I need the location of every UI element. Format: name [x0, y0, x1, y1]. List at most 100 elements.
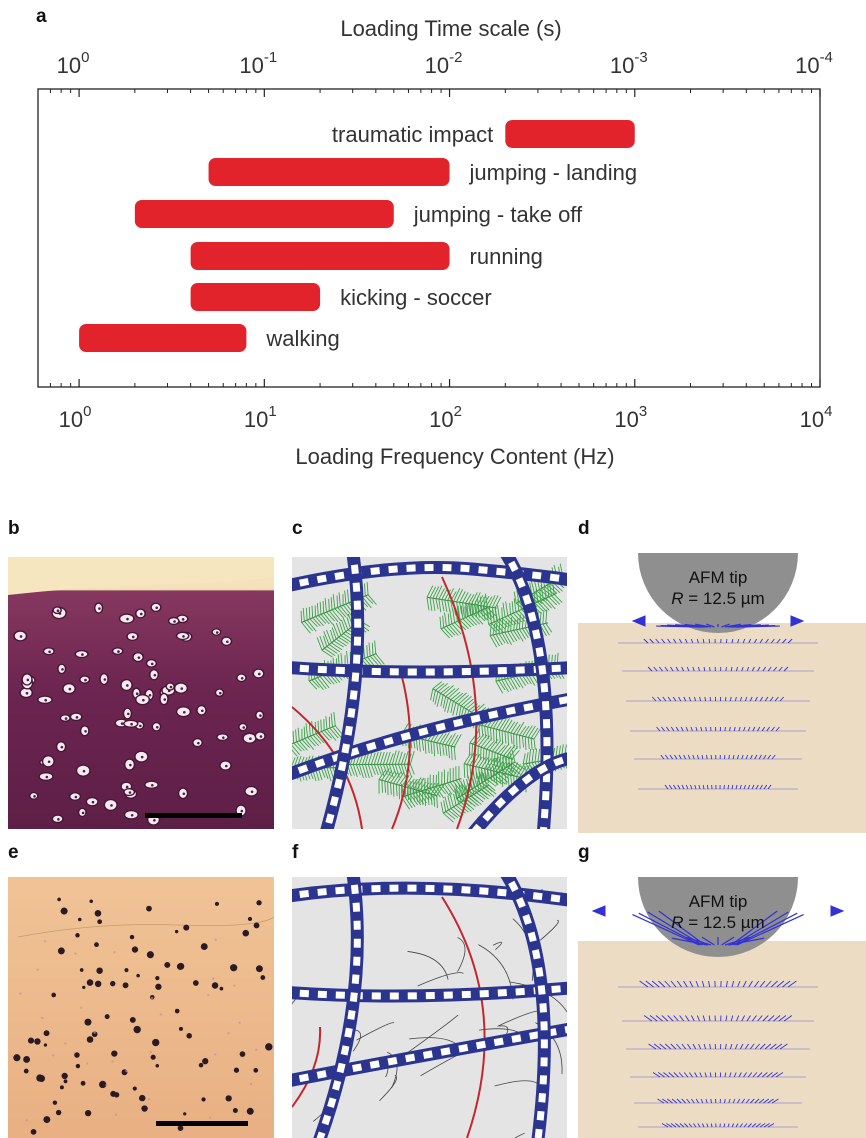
arrow-head	[631, 615, 646, 627]
chondrocyte	[164, 961, 171, 968]
thin-fibril	[497, 1010, 543, 1027]
chondrocyte	[136, 973, 140, 978]
stress-arrow	[736, 913, 804, 946]
thin-fibril	[407, 951, 449, 980]
chondrocyte	[129, 934, 135, 940]
chondrocyte	[111, 1050, 118, 1057]
substrate-d	[578, 623, 866, 833]
stress-arrow	[658, 910, 706, 946]
chondrocyte	[122, 982, 129, 989]
chondrocyte	[59, 1085, 64, 1090]
chondrocyte	[94, 980, 102, 988]
collagen-network-schematic-c	[292, 557, 567, 829]
bar-label-traumatic-impact: traumatic impact	[332, 122, 493, 147]
chondrocyte	[77, 917, 82, 922]
chondrocyte	[23, 1056, 31, 1063]
afm-indentation-d: AFM tip R = 12.5 µm	[578, 553, 866, 833]
chondrocyte	[253, 922, 260, 929]
chondrocyte	[80, 1080, 86, 1086]
afm-indentation-g: AFM tip R = 12.5 µm	[578, 877, 866, 1138]
proteoglycan	[292, 712, 345, 757]
stress-arrow	[730, 910, 778, 946]
chondrocyte	[242, 929, 250, 937]
chondrocyte	[94, 942, 99, 948]
chondrocyte	[63, 1079, 68, 1084]
scale-bar-e	[156, 1121, 248, 1126]
chondrocyte	[214, 901, 219, 906]
chondrocyte	[211, 982, 219, 989]
chondrocyte	[110, 980, 116, 987]
chondrocyte	[30, 1128, 37, 1135]
chondrocyte	[96, 967, 103, 974]
chondrocyte	[174, 929, 179, 934]
stress-arrow	[728, 937, 765, 946]
x2-tick-label: 10-3	[610, 49, 648, 78]
afm-tip-d	[638, 553, 798, 633]
chondrocyte	[55, 1109, 62, 1116]
panel-label-b: b	[8, 518, 20, 539]
stress-arrow	[735, 912, 798, 946]
chondrocyte	[84, 1018, 92, 1026]
chondrocyte	[230, 964, 238, 972]
proteoglycan	[426, 585, 502, 622]
chondrocyte	[75, 1063, 81, 1069]
x-tick-label: 102	[429, 403, 462, 432]
chondrocyte	[178, 1026, 184, 1031]
afm-schematic-g: AFM tip R = 12.5 µm	[578, 877, 866, 1138]
chondrocyte	[79, 968, 84, 972]
proteoglycan	[378, 768, 445, 809]
chondrocyte	[43, 1030, 50, 1037]
thin-fibril	[457, 937, 466, 972]
chondrocyte	[99, 1080, 107, 1089]
stress-arrow	[656, 625, 699, 628]
chondrocyte	[51, 992, 57, 998]
network-diagram-f	[292, 877, 567, 1138]
x-tick-label: 100	[59, 403, 92, 432]
afm-tip-g	[638, 877, 798, 957]
stress-arrow	[721, 936, 735, 946]
chondrocyte	[27, 1037, 35, 1044]
chondrocyte	[183, 1112, 187, 1116]
arrow-head	[790, 615, 805, 627]
chondrocyte	[43, 1043, 48, 1047]
panel-label-d: d	[578, 518, 590, 539]
chondrocyte	[89, 899, 94, 903]
chondrocyte	[155, 1064, 160, 1068]
bar-jumping-landing	[208, 158, 450, 186]
chondrocyte	[74, 1052, 80, 1058]
thin-fibril	[494, 1080, 540, 1087]
bar-label-kicking-soccer: kicking - soccer	[340, 285, 492, 310]
x2-tick-label: 10-2	[425, 49, 463, 78]
stress-arrow	[695, 623, 712, 628]
chondrocyte	[94, 909, 102, 917]
tissue-section-e	[8, 877, 274, 1138]
scale-bar-b	[145, 813, 242, 818]
thin-fibril	[379, 1075, 397, 1102]
thin-fibril	[407, 1014, 459, 1053]
stress-arrow	[671, 937, 708, 946]
tissue-section-b	[8, 557, 274, 829]
x-tick-label: 103	[614, 403, 647, 432]
proteoglycan	[475, 712, 542, 751]
x-tick-label: 101	[244, 403, 277, 432]
stress-arrow	[706, 623, 715, 628]
chondrocyte	[260, 975, 266, 980]
thin-fibril	[539, 919, 559, 941]
panel-label-a: a	[36, 6, 47, 27]
chondrocyte	[36, 1074, 44, 1082]
chondrocyte	[176, 963, 184, 970]
x2-tick-label: 10-4	[795, 49, 833, 78]
chondrocyte	[192, 980, 199, 986]
x2-tick-label: 10-1	[239, 49, 277, 78]
chondrocyte	[91, 1031, 98, 1038]
histology-image-b	[8, 557, 274, 829]
x2-tick-label: 100	[57, 49, 90, 78]
panel-label-c: c	[292, 518, 303, 539]
chondrocyte	[246, 1107, 254, 1115]
afm-tip-label-g: AFM tip	[689, 892, 748, 911]
chondrocyte	[155, 975, 160, 981]
chondrocyte	[57, 947, 65, 955]
histology-image-e	[8, 877, 274, 1138]
chondrocyte	[247, 916, 253, 922]
chondrocyte	[82, 985, 86, 990]
